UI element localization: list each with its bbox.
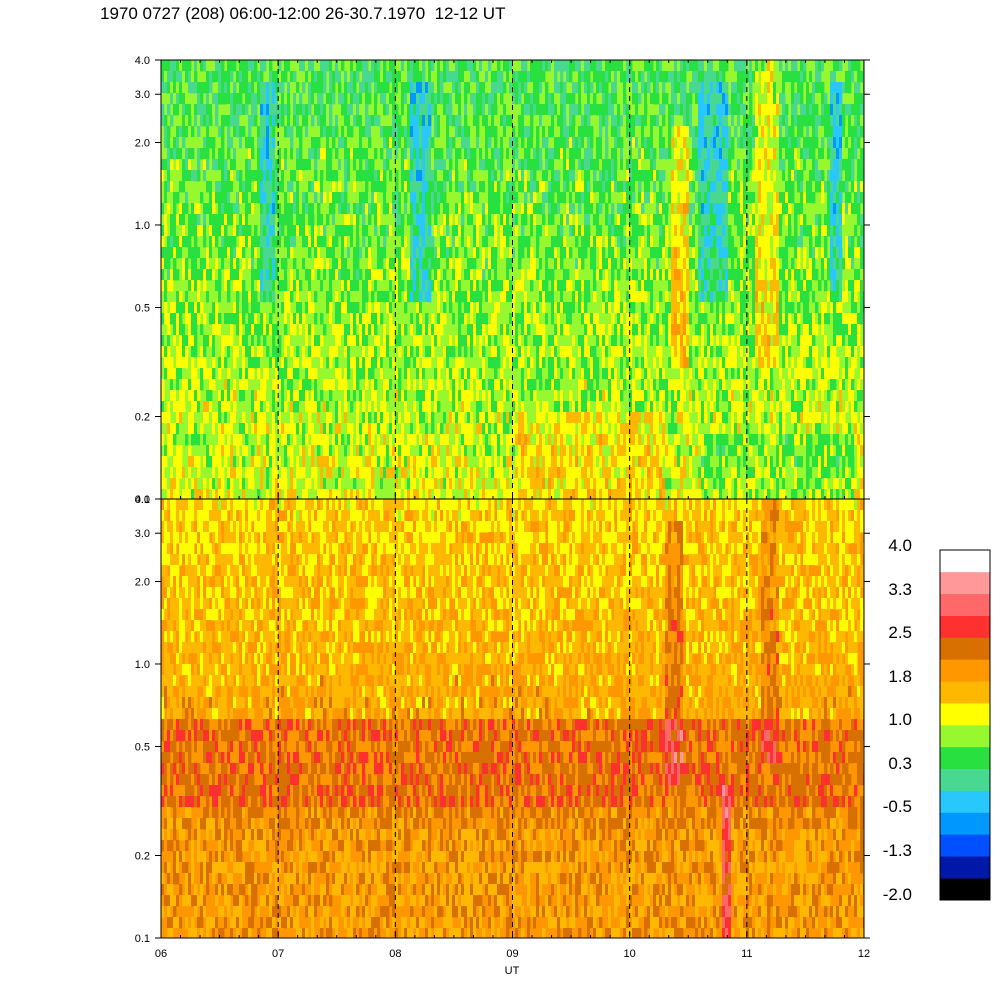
- y-tick-label: 3.0: [135, 528, 150, 540]
- colorbar-swatch: [940, 834, 990, 857]
- colorbar-swatch: [940, 550, 990, 573]
- colorbar-label: 2.5: [888, 623, 912, 642]
- y-tick-label: 0.5: [135, 741, 150, 753]
- colorbar-swatch: [940, 703, 990, 726]
- x-tick-label: 08: [389, 948, 401, 960]
- lower-spectrogram-panel: [161, 499, 864, 938]
- x-tick-label: 11: [741, 948, 752, 960]
- y-tick-label: 0.2: [135, 412, 150, 424]
- colorbar-label: 1.0: [888, 710, 912, 729]
- y-tick-label: 4.0: [135, 494, 150, 506]
- y-tick-label: 4.0: [135, 55, 150, 67]
- colorbar-label: -2.0: [883, 885, 912, 904]
- colorbar-swatch: [940, 571, 990, 595]
- axes-layer: 0.10.20.51.02.03.04.00.10.20.51.02.03.04…: [135, 55, 870, 977]
- y-tick-label: 1.0: [135, 220, 150, 232]
- y-tick-label: 2.0: [135, 137, 150, 149]
- x-tick-label: 10: [624, 948, 636, 960]
- colorbar-swatch: [940, 615, 990, 638]
- y-tick-label: 0.1: [135, 933, 150, 945]
- colorbar-label: -1.3: [883, 841, 912, 860]
- y-tick-label: 0.1: [135, 494, 150, 506]
- x-tick-label: 07: [272, 948, 284, 960]
- upper-spectrogram-panel: [161, 60, 864, 499]
- colorbar-swatch: [940, 790, 990, 813]
- colorbar-swatch: [940, 812, 990, 835]
- y-tick-label: 3.0: [135, 89, 150, 101]
- x-tick-label: 06: [155, 948, 167, 960]
- colorbar: 4.0 3.3 2.5 1.8 1.0 0.3 -0.5 -1.3 -2.0: [883, 536, 991, 904]
- y-tick-label: 2.0: [135, 576, 150, 588]
- colorbar-swatch: [940, 878, 990, 901]
- chart-title: 1970 0727 (208) 06:00-12:00 26-30.7.1970…: [100, 4, 506, 23]
- colorbar-label: 4.0: [888, 536, 912, 555]
- colorbar-label: 3.3: [888, 580, 912, 599]
- y-tick-label: 0.2: [135, 851, 150, 863]
- x-axis-label: UT: [505, 965, 520, 977]
- colorbar-swatch: [940, 593, 990, 616]
- colorbar-label: -0.5: [883, 797, 912, 816]
- y-tick-label: 1.0: [135, 659, 150, 671]
- colorbar-swatch: [940, 856, 990, 879]
- colorbar-swatch: [940, 637, 990, 660]
- colorbar-swatch: [940, 768, 990, 791]
- colorbar-swatch: [940, 746, 990, 770]
- colorbar-label: 0.3: [888, 754, 912, 773]
- colorbar-swatch: [940, 659, 990, 682]
- colorbar-label: 1.8: [888, 667, 912, 686]
- colorbar-swatch: [940, 725, 990, 748]
- colorbar-swatch: [940, 681, 990, 704]
- y-tick-label: 0.5: [135, 302, 150, 314]
- x-tick-label: 09: [506, 948, 518, 960]
- x-tick-label: 12: [858, 948, 870, 960]
- colorbar-frame: [939, 549, 991, 901]
